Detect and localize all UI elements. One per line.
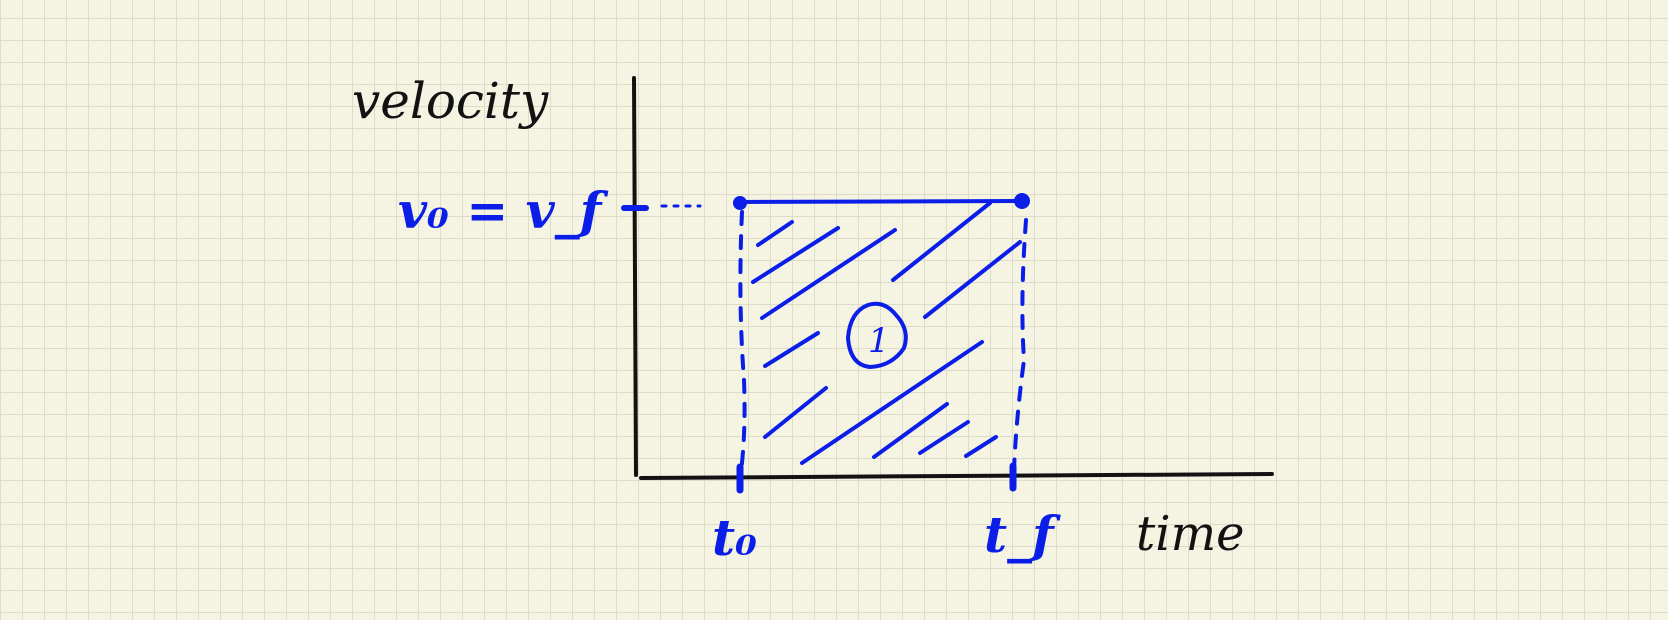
end-point — [1014, 193, 1030, 209]
y-axis-label: velocity — [352, 72, 549, 130]
velocity-label: v₀ = v_f — [398, 181, 609, 240]
start-point — [733, 196, 747, 210]
start-dashed-vertical — [738, 210, 747, 474]
t-end-label: t_f — [984, 505, 1061, 564]
constant-velocity-line — [738, 199, 1024, 204]
region-label: 1 — [868, 321, 890, 361]
x-axis — [639, 472, 1274, 480]
area-hatching — [751, 201, 1022, 465]
x-axis-label: time — [1136, 506, 1245, 562]
t-start-label: t₀ — [712, 508, 757, 567]
y-axis — [632, 76, 638, 477]
end-dashed-vertical — [1012, 218, 1028, 472]
region-circle — [846, 301, 908, 369]
